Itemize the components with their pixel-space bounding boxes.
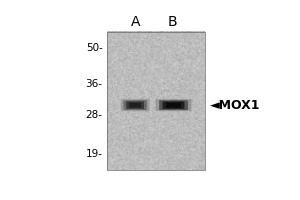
FancyBboxPatch shape <box>163 101 184 109</box>
Text: B: B <box>167 15 177 29</box>
FancyBboxPatch shape <box>121 99 150 111</box>
Text: ◄MOX1: ◄MOX1 <box>210 99 260 112</box>
Text: 50-: 50- <box>86 43 103 53</box>
FancyBboxPatch shape <box>129 103 141 108</box>
Text: 36-: 36- <box>85 79 103 89</box>
FancyBboxPatch shape <box>159 100 188 110</box>
FancyBboxPatch shape <box>166 103 181 108</box>
FancyBboxPatch shape <box>156 99 191 111</box>
Text: A: A <box>130 15 140 29</box>
Text: 28-: 28- <box>85 110 103 120</box>
FancyBboxPatch shape <box>126 101 144 109</box>
FancyBboxPatch shape <box>124 100 147 110</box>
Text: 19-: 19- <box>85 149 103 159</box>
Bar <box>107 32 205 170</box>
